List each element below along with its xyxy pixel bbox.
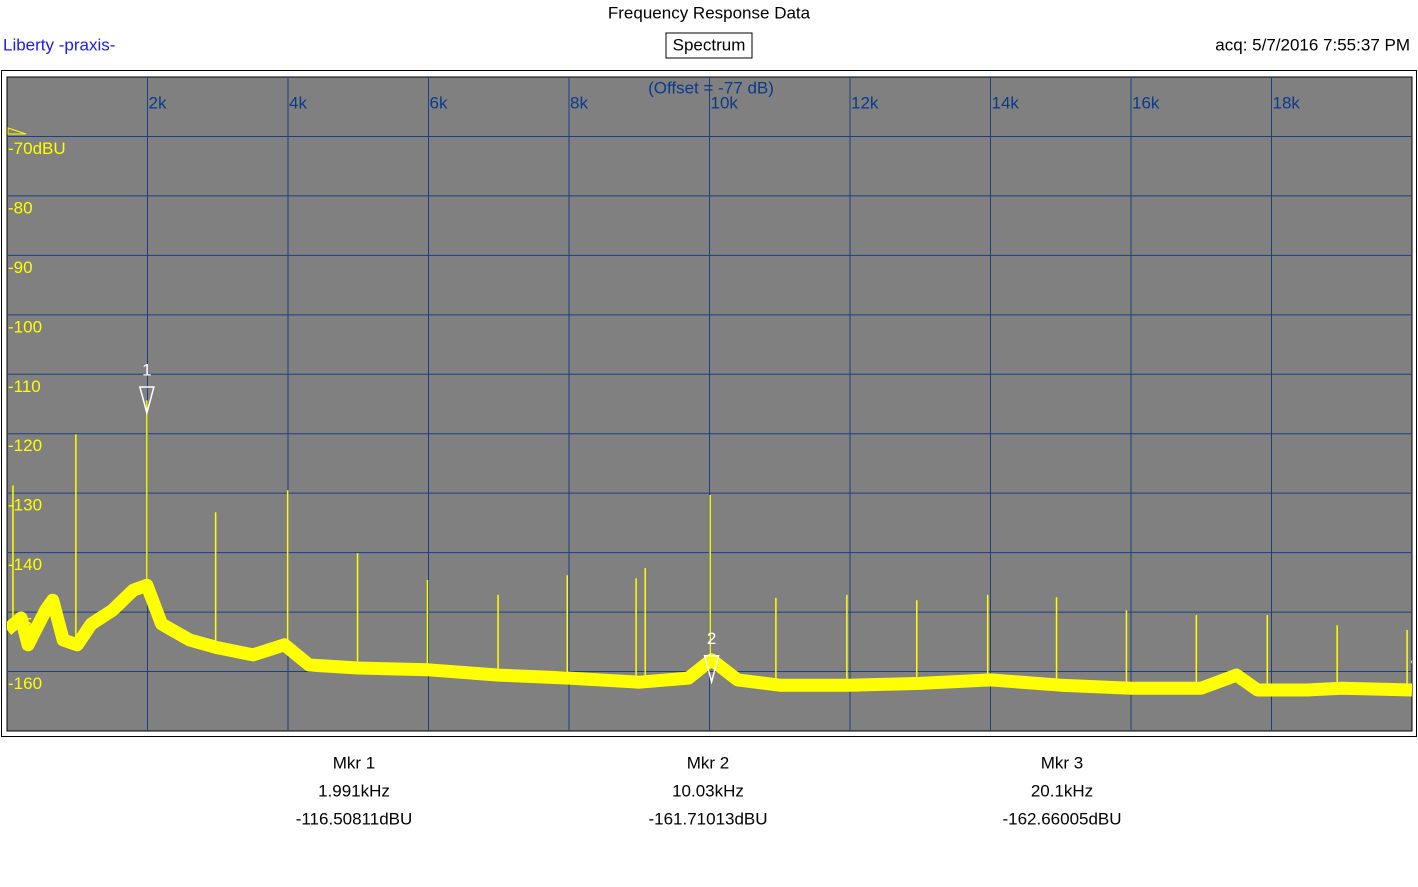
y-tick-label: -150 [8, 615, 42, 634]
plot: 123 [7, 360, 1412, 697]
marker-name: 2 [707, 629, 716, 648]
mode-box [665, 32, 753, 59]
y-tick-label: -120 [8, 436, 42, 455]
reference-marker [7, 127, 27, 135]
title: Frequency Response Data [608, 3, 811, 22]
y-tick-label: -80 [8, 198, 33, 217]
x-tick-label: 10k [711, 93, 739, 112]
marker-x: 10.03kHz [672, 781, 744, 800]
y-tick-label: -90 [8, 258, 33, 277]
marker-value: -116.50811dBU [296, 809, 413, 828]
annotation: (Offset = -77 dB) [648, 78, 774, 97]
trace [7, 578, 1412, 697]
y-tick-label: -160 [8, 674, 42, 693]
source: Liberty -praxis- [3, 35, 115, 54]
grid [7, 77, 1412, 731]
x-tick-label: 8k [570, 93, 588, 112]
x-tick-label: 12k [851, 93, 879, 112]
marker-title: Mkr 2 [687, 753, 730, 772]
x-tick-label: 14k [992, 93, 1020, 112]
x-tick-label: 4k [289, 93, 307, 112]
y-tick-label: -130 [8, 496, 42, 515]
frame [1, 70, 1417, 737]
marker [138, 386, 155, 416]
marker-x: 1.991kHz [318, 781, 390, 800]
x-tick-label: 16k [1132, 93, 1160, 112]
marker-x: 20.1kHz [1031, 781, 1093, 800]
x-tick-label: 18k [1273, 93, 1301, 112]
marker-title: Mkr 1 [333, 753, 376, 772]
y-tick-label: -140 [8, 555, 42, 574]
marker-title: Mkr 3 [1041, 753, 1084, 772]
x-tick-label: 2k [149, 93, 167, 112]
acquired: acq: 5/7/2016 7:55:37 PM [1215, 35, 1410, 54]
y-tick-label: -70dBU [8, 139, 66, 158]
marker-name: 1 [142, 360, 151, 379]
labels: 2k 4k 6k 8k 10k 12k 14k 16k 18k -70dBU -80 -90 -100 -… [8, 93, 1300, 693]
marker-value: -162.66005dBU [1002, 809, 1121, 828]
marker-table: Mkr 1 1.991kHz -116.50811dBU Mkr 2 10.03kHz -… [296, 753, 1122, 828]
y-tick-label: -100 [8, 317, 42, 336]
mode: Spectrum [673, 35, 746, 54]
marker-value: -161.71013dBU [648, 809, 767, 828]
x-tick-label: 6k [430, 93, 448, 112]
y-tick-label: -110 [8, 377, 41, 396]
marker [703, 654, 720, 685]
